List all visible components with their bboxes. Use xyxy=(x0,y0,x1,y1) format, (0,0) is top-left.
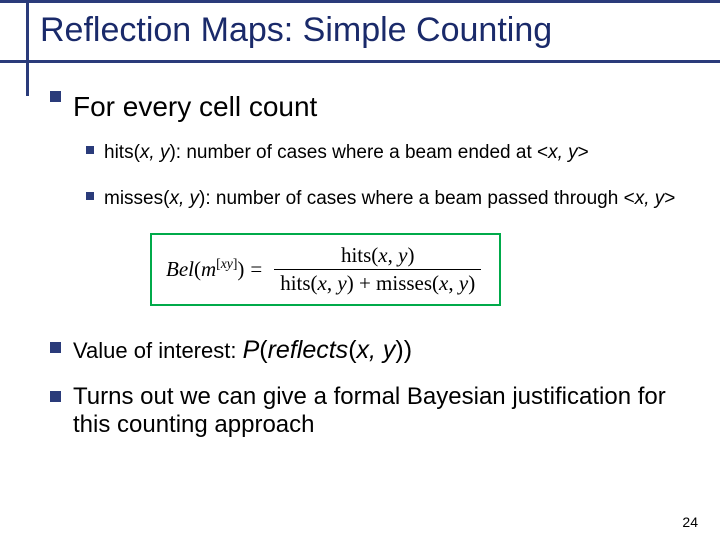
voi-args-close: ) xyxy=(395,336,403,364)
voi-P: P xyxy=(243,336,260,364)
square-bullet-icon xyxy=(50,91,61,102)
bullet-bayes: Turns out we can give a formal Bayesian … xyxy=(50,383,690,441)
bullet-bayes-text: Turns out we can give a formal Bayesian … xyxy=(73,383,690,441)
square-bullet-icon xyxy=(50,342,61,353)
lhs-close: ) xyxy=(237,257,244,281)
square-bullet-icon xyxy=(86,192,94,200)
bullet-main: For every cell count xyxy=(50,91,690,123)
voi-args-open: ( xyxy=(348,336,356,364)
voi-close: ) xyxy=(404,336,412,364)
lhs-m: m xyxy=(201,257,216,281)
voi-open: ( xyxy=(259,336,267,364)
hits-tuple: x, y xyxy=(548,142,578,163)
lhs-open: ( xyxy=(194,257,201,281)
misses-tuple: x, y xyxy=(635,188,665,209)
lhs-sup: [xy] xyxy=(216,256,237,271)
bullet-voi: Value of interest: P(reflects(x, y)) xyxy=(50,336,690,365)
misses-desc: ): number of cases where a beam passed t… xyxy=(199,188,635,209)
voi-reflects: reflects xyxy=(268,336,349,364)
formula-box: Bel(m[xy]) = hits(x, y) hits(x, y) + mis… xyxy=(150,233,501,306)
title-bar: Reflection Maps: Simple Counting xyxy=(0,0,720,63)
square-bullet-icon xyxy=(86,146,94,154)
page-number: 24 xyxy=(682,514,698,530)
formula-fraction: hits(x, y) hits(x, y) + misses(x, y) xyxy=(274,243,481,296)
hits-close: > xyxy=(578,142,589,163)
formula-row: Bel(m[xy]) = hits(x, y) hits(x, y) + mis… xyxy=(166,243,481,296)
title-rule-vertical xyxy=(26,0,29,56)
bullet-misses-text: misses(x, y): number of cases where a be… xyxy=(104,187,675,211)
bullet-hits-text: hits(x, y): number of cases where a beam… xyxy=(104,141,589,165)
formula-numerator: hits(x, y) xyxy=(335,243,421,269)
bel-fn: Bel xyxy=(166,257,194,281)
bullet-misses: misses(x, y): number of cases where a be… xyxy=(86,187,690,211)
formula-denominator: hits(x, y) + misses(x, y) xyxy=(274,269,481,296)
page-title: Reflection Maps: Simple Counting xyxy=(30,11,720,50)
bullet-hits: hits(x, y): number of cases where a beam… xyxy=(86,141,690,165)
bullet-voi-text: Value of interest: P(reflects(x, y)) xyxy=(73,336,412,365)
misses-args: x, y xyxy=(169,188,199,209)
hits-args: x, y xyxy=(140,142,170,163)
slide-content: For every cell count hits(x, y): number … xyxy=(0,91,720,440)
square-bullet-icon xyxy=(50,391,61,402)
misses-fn: misses( xyxy=(104,188,169,209)
formula-lhs: Bel(m[xy]) xyxy=(166,256,244,282)
misses-close: > xyxy=(664,188,675,209)
voi-args: x, y xyxy=(357,336,396,364)
formula-container: Bel(m[xy]) = hits(x, y) hits(x, y) + mis… xyxy=(150,233,690,306)
hits-desc: ): number of cases where a beam ended at… xyxy=(169,142,548,163)
formula-eq: = xyxy=(250,257,262,282)
hits-fn: hits( xyxy=(104,142,140,163)
title-rule-vertical-ext xyxy=(26,56,29,96)
voi-label: Value of interest: xyxy=(73,338,243,363)
bullet-main-text: For every cell count xyxy=(73,91,317,123)
